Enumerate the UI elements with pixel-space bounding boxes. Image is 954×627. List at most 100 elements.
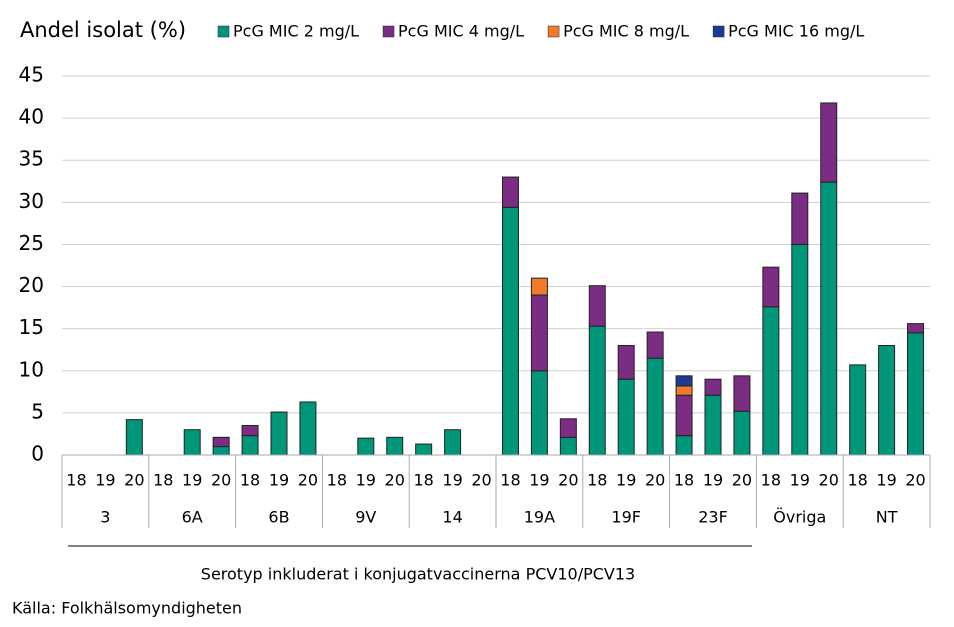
bar-segment: [675, 375, 693, 387]
bar-segment: [530, 370, 548, 456]
bar-segment: [762, 306, 780, 456]
y-tick-label: 0: [31, 442, 44, 466]
bar-segment: [183, 429, 201, 456]
bar-segment: [791, 243, 809, 456]
x-tick-label: 20: [211, 471, 231, 490]
x-tick-label: 20: [905, 471, 925, 490]
y-tick-label: 45: [19, 63, 44, 87]
group-label: 6A: [182, 508, 203, 527]
bar-segment: [733, 410, 751, 456]
y-tick-label: 25: [19, 231, 44, 255]
x-tick-label: 18: [500, 471, 520, 490]
bar-segment: [646, 331, 664, 359]
x-tick-label: 18: [153, 471, 173, 490]
y-tick-label: 35: [19, 147, 44, 171]
x-tick-label: 20: [558, 471, 578, 490]
bar-segment: [849, 364, 867, 456]
bar-segment: [588, 325, 606, 456]
group-label: 3: [100, 508, 110, 527]
legend-label: PcG MIC 8 mg/L: [563, 22, 689, 41]
x-tick-label: 18: [587, 471, 607, 490]
bar-segment: [299, 401, 317, 456]
x-tick-label: 19: [790, 471, 810, 490]
legend-swatch: [217, 25, 230, 38]
x-tick-label: 19: [529, 471, 549, 490]
bar-segment: [501, 176, 519, 208]
x-tick-label: 20: [471, 471, 491, 490]
bar-segment: [212, 436, 230, 448]
y-tick-label: 40: [19, 105, 44, 129]
x-tick-label: 20: [298, 471, 318, 490]
bar-segment: [820, 181, 838, 456]
x-tick-label: 19: [442, 471, 462, 490]
x-tick-label: 18: [413, 471, 433, 490]
bar-segment: [820, 102, 838, 183]
y-tick-label: 5: [31, 399, 44, 423]
source: Källa: Folkhälsomyndigheten: [12, 599, 242, 618]
bar-segment: [530, 294, 548, 372]
y-tick-label: 20: [19, 273, 44, 297]
y-tick-label: 15: [19, 315, 44, 339]
bar-segment: [444, 429, 462, 456]
bar-segment: [415, 443, 433, 456]
bar-segment: [241, 435, 259, 456]
bar-segment: [125, 419, 143, 456]
bar-segment: [241, 425, 259, 437]
group-label: 19A: [524, 508, 555, 527]
x-tick-label: 18: [240, 471, 260, 490]
x-tick-label: 20: [732, 471, 752, 490]
bar-segment: [907, 323, 925, 334]
y-tick-label: 10: [19, 357, 44, 381]
group-label: 9V: [355, 508, 376, 527]
x-tick-label: 18: [761, 471, 781, 490]
bar-segment: [791, 192, 809, 245]
legend-label: PcG MIC 4 mg/L: [398, 22, 524, 41]
bar-segment: [501, 206, 519, 456]
bar-segment: [530, 277, 548, 296]
x-tick-label: 20: [645, 471, 665, 490]
bar-segment: [559, 436, 577, 456]
bar-segment: [733, 375, 751, 412]
bar-segment: [212, 446, 230, 456]
x-tick-label: 19: [95, 471, 115, 490]
legend-label: PcG MIC 16 mg/L: [728, 22, 864, 41]
legend-swatch: [547, 25, 560, 38]
legend-swatch: [382, 25, 395, 38]
note: Serotyp inkluderat i konjugatvaccinerna …: [201, 565, 635, 584]
x-tick-label: 18: [847, 471, 867, 490]
bar-segment: [704, 378, 722, 396]
bar-segment: [675, 385, 693, 396]
x-tick-label: 18: [674, 471, 694, 490]
group-label: 19F: [611, 508, 641, 527]
bar-segment: [386, 436, 404, 456]
y-tick-label: 30: [19, 189, 44, 213]
bar-segment: [704, 394, 722, 456]
bar-segment: [878, 345, 896, 456]
group-label: Övriga: [773, 508, 826, 527]
x-tick-label: 18: [327, 471, 347, 490]
bar-segment: [617, 378, 635, 456]
bar-segment: [559, 418, 577, 438]
bar-segment: [907, 332, 925, 456]
legend-swatch: [712, 25, 725, 38]
x-tick-label: 20: [819, 471, 839, 490]
x-tick-label: 20: [385, 471, 405, 490]
bar-segment: [646, 357, 664, 456]
bar-segment: [270, 411, 288, 456]
x-tick-label: 19: [182, 471, 202, 490]
group-label: 6B: [268, 508, 289, 527]
x-tick-label: 20: [124, 471, 144, 490]
bar-segment: [762, 266, 780, 308]
x-tick-label: 19: [876, 471, 896, 490]
bar-segment: [675, 435, 693, 456]
group-label: 23F: [698, 508, 728, 527]
group-label: 14: [442, 508, 462, 527]
x-tick-label: 19: [703, 471, 723, 490]
legend-label: PcG MIC 2 mg/L: [233, 22, 359, 41]
group-label: NT: [876, 508, 898, 527]
x-tick-label: 19: [269, 471, 289, 490]
x-tick-label: 18: [66, 471, 86, 490]
bar-segment: [588, 285, 606, 327]
